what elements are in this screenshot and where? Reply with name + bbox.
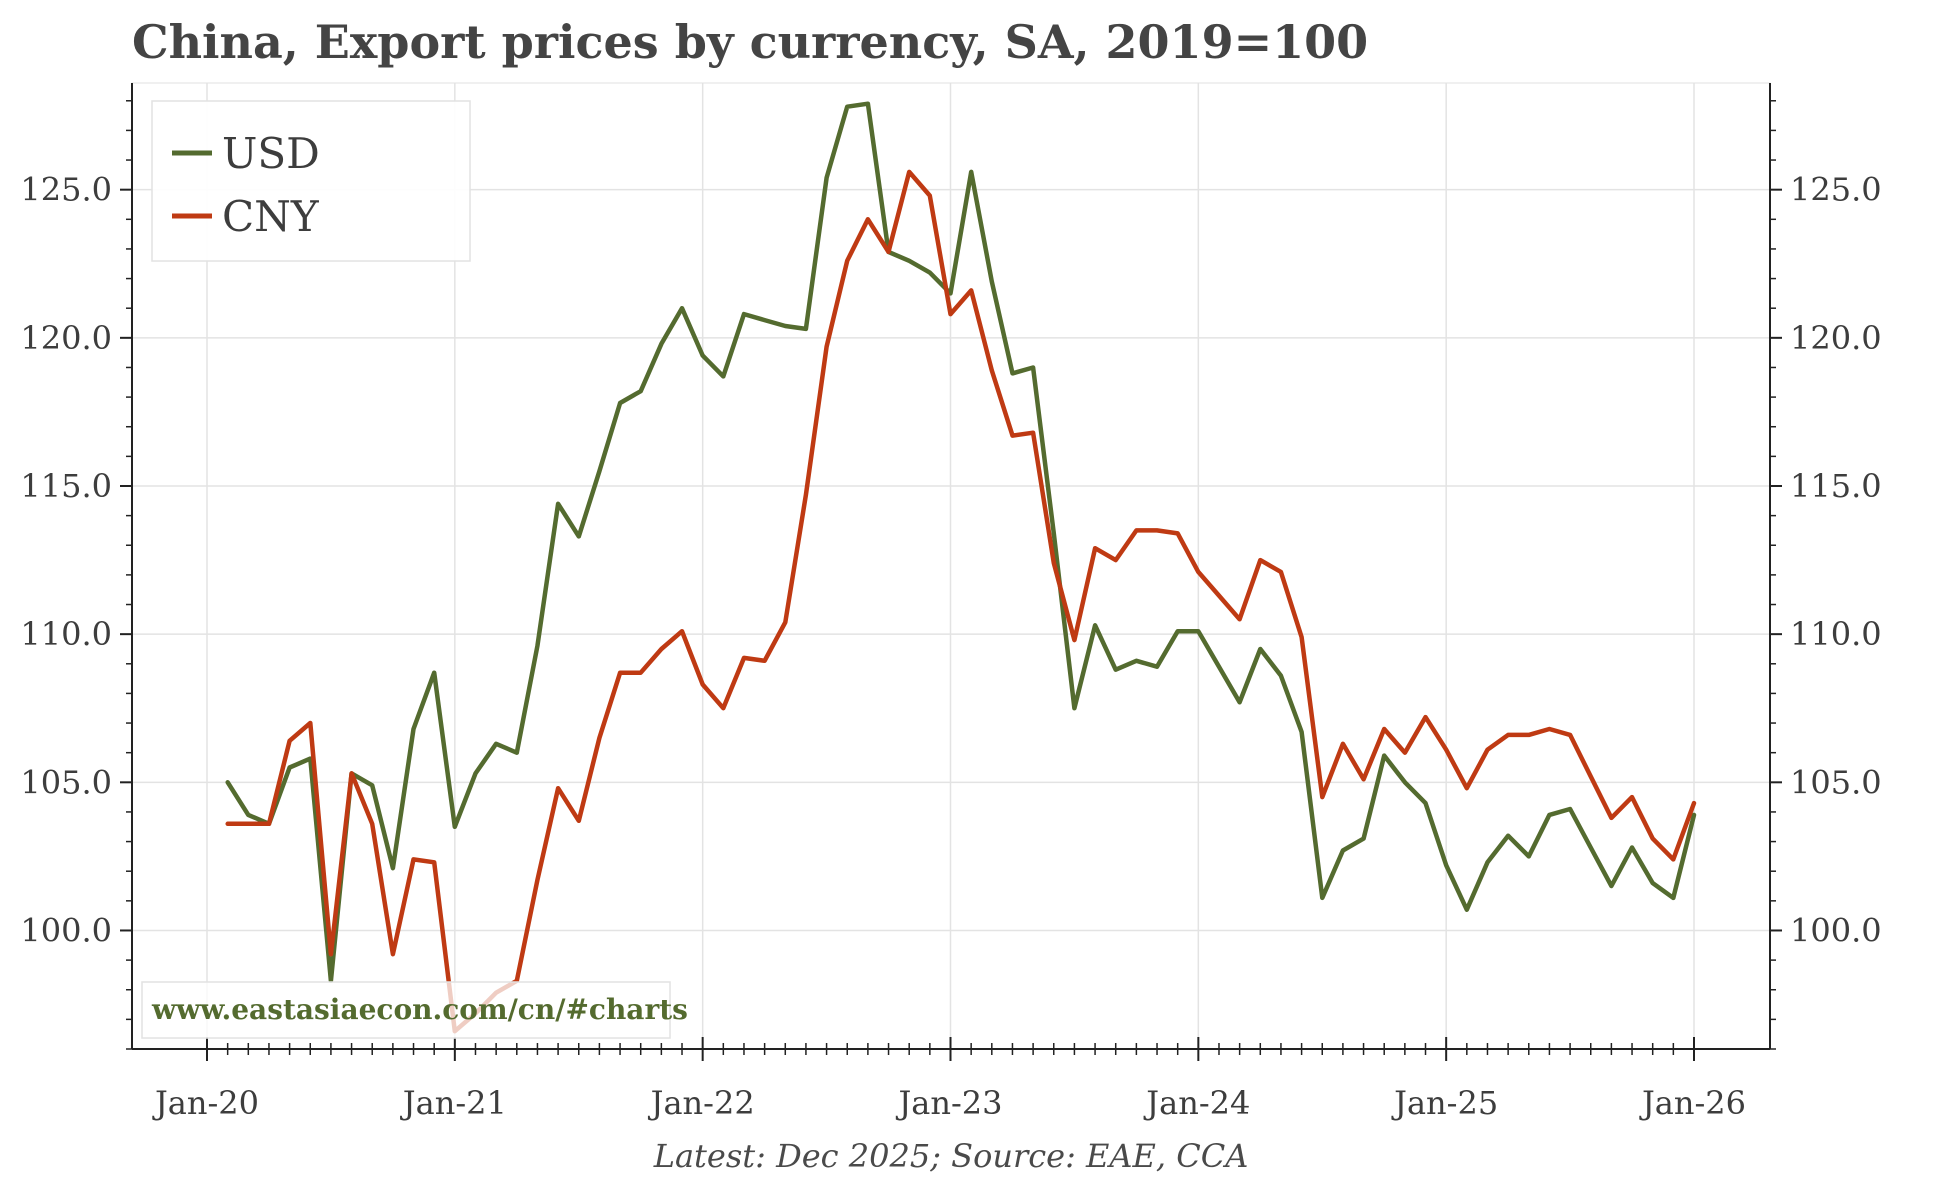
y-tick-label-right: 105.0: [1790, 763, 1882, 801]
x-tick-label: Jan-20: [152, 1084, 259, 1122]
legend-box: [151, 100, 471, 262]
legend: USD CNY: [151, 100, 471, 262]
y-tick-label-left: 110.0: [20, 615, 112, 653]
y-tick-label-left: 120.0: [20, 319, 112, 357]
x-tick-label: Jan-25: [1391, 1084, 1498, 1122]
y-tick-label-right: 120.0: [1790, 319, 1882, 357]
source-note: Latest: Dec 2025; Source: EAE, CCA: [653, 1137, 1249, 1175]
y-tick-label-left: 115.0: [20, 467, 112, 505]
x-tick-label: Jan-26: [1639, 1084, 1746, 1122]
x-tick-label: Jan-23: [895, 1084, 1002, 1122]
legend-label-cny: CNY: [222, 192, 320, 241]
x-tick-label: Jan-22: [648, 1084, 755, 1122]
chart-title: China, Export prices by currency, SA, 20…: [132, 15, 1368, 69]
watermark-box: www.eastasiaecon.com/cn/#charts: [141, 981, 688, 1039]
watermark-background: [141, 981, 671, 1039]
watermark-text: www.eastasiaecon.com/cn/#charts: [151, 993, 688, 1026]
x-tick-label: Jan-24: [1143, 1084, 1250, 1122]
y-tick-label-left: 105.0: [20, 763, 112, 801]
y-tick-label-right: 110.0: [1790, 615, 1882, 653]
y-tick-label-left: 100.0: [20, 911, 112, 949]
y-tick-label-left: 125.0: [20, 171, 112, 209]
axes: 100.0 100.0 105.0 105.0 110.0 110.0 115.0 115.0…: [20, 100, 1882, 1122]
y-tick-label-right: 125.0: [1790, 171, 1882, 209]
x-tick-label: Jan-21: [400, 1084, 507, 1122]
series-line-usd: [225, 101, 1697, 984]
legend-label-usd: USD: [222, 129, 320, 178]
series-line-cny: [225, 169, 1697, 1034]
y-tick-label-right: 100.0: [1790, 911, 1882, 949]
y-tick-label-right: 115.0: [1790, 467, 1882, 505]
